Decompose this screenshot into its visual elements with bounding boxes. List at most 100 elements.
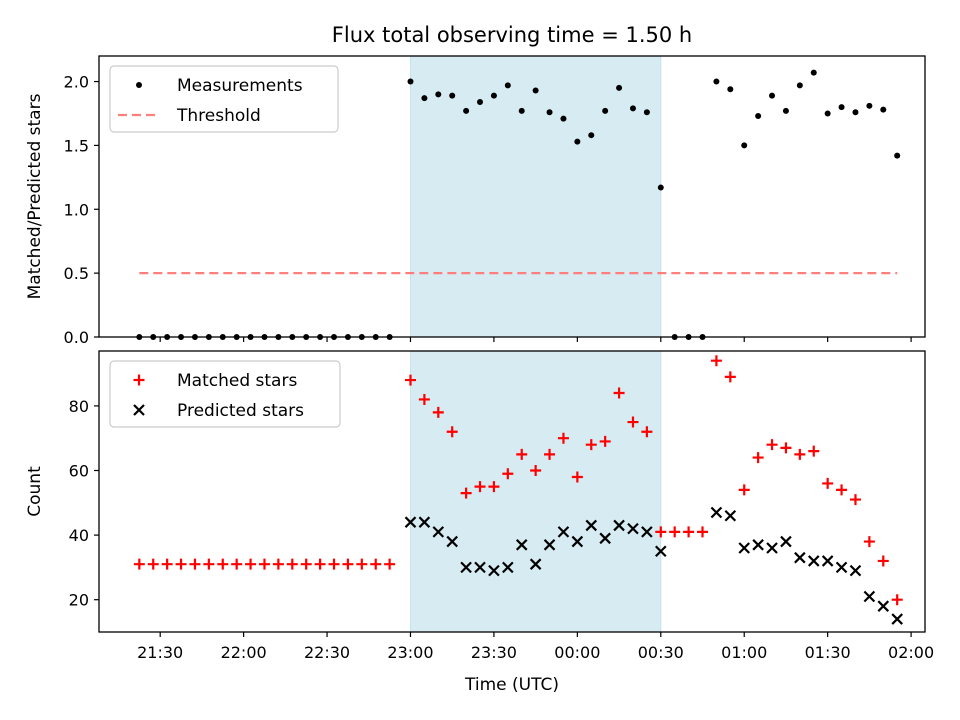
top-point-0-33 [602,107,609,114]
bottom-point-0-5 [203,558,215,570]
x-axis-label: Time (UTC) [464,675,559,695]
bottom-y-tick-label-3: 80 [69,397,89,416]
top-point-0-49 [824,110,831,117]
bottom-point-1-3 [446,535,458,548]
top-point-0-53 [880,106,887,113]
bottom-point-0-27 [516,448,528,460]
top-point-0-41 [713,78,720,85]
top-point-0-28 [532,87,539,94]
top-axes-frame [98,55,926,338]
bottom-point-1-0 [404,516,417,528]
bottom-point-1-20 [724,509,737,522]
top-point-0-30 [560,115,567,122]
bottom-point-0-29 [544,448,556,460]
x-tick-label-2: 22:30 [304,643,350,662]
bottom-point-1-18 [655,545,667,558]
bottom-point-1-6 [488,564,500,577]
bottom-legend-box [109,360,341,428]
top-observing-window [409,55,662,338]
bottom-point-0-35 [627,416,639,428]
bottom-point-1-27 [821,555,834,567]
bottom-point-1-26 [807,555,820,567]
bottom-point-0-37 [655,526,667,538]
x-tick-label-1: 22:00 [221,643,267,662]
x-tick-label-7: 01:00 [721,643,767,662]
bottom-point-1-23 [766,542,778,554]
x-tick-label-9: 02:00 [888,643,934,662]
top-y-tick-label-0: 0.0 [64,328,89,347]
bottom-point-0-21 [432,406,444,418]
top-point-0-36 [643,109,650,116]
x-tick-label-4: 23:30 [471,643,517,662]
bottom-point-0-33 [599,435,611,447]
bottom-point-0-39 [683,526,695,538]
bottom-point-0-16 [356,558,368,570]
top-point-0-23 [463,107,470,114]
bottom-y-tick-label-0: 20 [69,591,89,610]
top-legend-label-0: Measurements [177,76,303,96]
bottom-point-0-12 [300,558,312,570]
top-point-0-34 [616,84,623,91]
top-legend: Measurements Threshold [109,65,339,133]
bottom-axes-frame [98,350,926,633]
bottom-point-0-26 [502,468,514,480]
top-point-0-31 [574,138,581,145]
bottom-point-0-17 [370,558,382,570]
bottom-point-0-20 [418,393,430,405]
bottom-point-1-24 [780,535,792,548]
chart-title: Flux total observing time = 1.50 h [332,23,692,47]
x-tick-label-3: 23:00 [387,643,433,662]
bottom-point-0-11 [286,558,298,570]
x-tick-label-5: 00:00 [554,643,600,662]
bottom-point-0-28 [530,465,542,477]
bottom-y-tick-label-2: 60 [69,462,89,481]
bottom-point-1-22 [752,539,764,551]
bottom-point-1-32 [891,613,903,625]
bottom-point-0-25 [488,481,500,493]
bottom-point-1-7 [502,561,514,574]
bottom-point-1-15 [613,519,625,532]
top-point-0-42 [727,86,734,93]
x-tick-label-8: 01:30 [805,643,851,662]
bottom-point-0-1 [147,558,159,570]
bottom-series-1 [404,506,903,625]
bottom-point-0-10 [272,558,284,570]
bottom-point-0-7 [231,558,243,570]
top-point-0-19 [407,78,414,85]
bottom-point-1-25 [794,551,806,564]
bottom-point-0-34 [613,387,625,399]
bottom-legend-swatch-0 [133,374,145,386]
bottom-point-1-30 [863,590,876,603]
bottom-legend: Matched stars Predicted stars [109,360,341,428]
bottom-point-1-21 [738,542,751,554]
top-point-0-51 [852,109,859,116]
bottom-point-0-24 [474,481,486,493]
bottom-point-0-47 [794,448,806,460]
bottom-point-0-43 [738,484,750,496]
bottom-point-0-6 [217,558,229,570]
top-point-0-54 [894,152,901,159]
bottom-point-1-13 [585,519,598,532]
top-point-0-47 [796,82,803,89]
bottom-legend-label-0: Matched stars [177,371,297,391]
top-y-tick-label-4: 2.0 [64,73,89,92]
bottom-point-1-5 [474,561,486,574]
top-point-0-52 [866,102,873,109]
bottom-point-0-15 [342,558,354,570]
top-point-0-21 [435,91,442,98]
bottom-point-1-11 [557,526,570,538]
top-panel-ratio: 0.0 0.5 1.0 1.5 2.0 Matched/Predicted stars Me… [25,55,926,347]
top-point-0-50 [838,104,845,111]
bottom-point-0-19 [404,374,416,386]
bottom-point-1-2 [432,526,445,538]
bottom-point-0-0 [133,558,145,570]
top-point-0-27 [518,107,525,114]
bottom-point-0-22 [446,426,458,438]
bottom-legend-swatch-1 [133,404,145,416]
x-tick-label-0: 21:30 [137,643,183,662]
bottom-y-tick-label-1: 40 [69,526,89,545]
bottom-point-0-23 [460,487,472,499]
bottom-panel-counts: 21:30 22:00 22:30 23:00 23:30 00:00 00:30 01:00… [25,350,934,662]
bottom-point-1-14 [599,532,611,545]
x-tick-label-6: 00:30 [638,643,684,662]
